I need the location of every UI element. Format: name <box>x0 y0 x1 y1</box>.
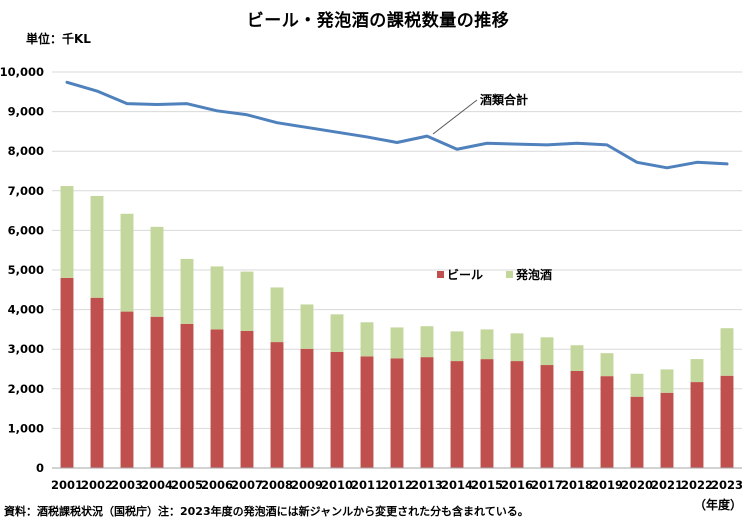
bar-beer <box>390 358 404 468</box>
bar-happoshu <box>420 326 434 358</box>
bar-beer <box>90 297 104 468</box>
x-tick-label: 2011 <box>351 478 383 492</box>
bar-happoshu <box>60 186 74 278</box>
bar-happoshu <box>720 328 734 376</box>
chart-title: ビール・発泡酒の課税数量の推移 <box>246 11 510 31</box>
bar-beer <box>120 311 134 468</box>
bar-beer <box>240 330 254 468</box>
x-tick-label: 2022 <box>681 478 713 492</box>
bar-happoshu <box>360 322 374 357</box>
bar-happoshu <box>660 369 674 393</box>
legend-label-happoshu: 発泡酒 <box>515 267 552 282</box>
x-tick-label: 2013 <box>411 478 443 492</box>
bar-beer <box>480 359 494 468</box>
source-note: 資料：酒税課税状況（国税庁）注：2023年度の発泡酒には新ジャンルから変更された… <box>4 505 529 518</box>
bar-happoshu <box>570 345 584 371</box>
bar-happoshu <box>480 329 494 360</box>
x-tick-label: 2023 <box>711 478 743 492</box>
bar-beer <box>420 357 434 468</box>
y-tick-label: 8,000 <box>8 144 44 158</box>
y-tick-label: 5,000 <box>8 263 44 277</box>
y-tick-label: 4,000 <box>8 303 44 317</box>
bar-beer <box>210 329 224 468</box>
y-tick-label: 6,000 <box>8 223 44 237</box>
bar-beer <box>450 361 464 468</box>
x-tick-label: 2002 <box>81 478 113 492</box>
bar-beer <box>660 392 674 468</box>
y-tick-label: 2,000 <box>8 382 44 396</box>
bar-beer <box>600 376 614 468</box>
bar-happoshu <box>540 337 554 366</box>
x-tick-label: 2010 <box>321 478 353 492</box>
x-tick-label: 2016 <box>501 478 533 492</box>
y-tick-label: 7,000 <box>8 184 44 198</box>
y-tick-label: 9,000 <box>8 105 44 119</box>
bar-beer <box>510 361 524 468</box>
bar-happoshu <box>330 314 344 352</box>
x-tick-label: 2017 <box>531 478 563 492</box>
bar-beer <box>570 370 584 468</box>
bar-beer <box>540 365 554 468</box>
bar-beer <box>180 323 194 468</box>
legend-swatch-happoshu <box>506 271 513 278</box>
x-tick-label: 2019 <box>591 478 623 492</box>
bar-happoshu <box>690 359 704 383</box>
y-tick-label: 3,000 <box>8 342 44 356</box>
x-tick-label: 2008 <box>261 478 293 492</box>
y-tick-label: 10,000 <box>0 65 44 79</box>
bar-happoshu <box>90 195 104 298</box>
bar-beer <box>360 356 374 468</box>
line-annotation-label: 酒類合計 <box>480 92 528 107</box>
bar-happoshu <box>600 353 614 377</box>
bar-happoshu <box>210 266 224 330</box>
bar-happoshu <box>510 333 524 362</box>
bar-happoshu <box>150 226 164 317</box>
bar-beer <box>330 351 344 468</box>
x-tick-label: 2021 <box>651 478 683 492</box>
bar-beer <box>630 396 644 468</box>
x-tick-label: 2004 <box>141 478 173 492</box>
x-tick-label: 2020 <box>621 478 653 492</box>
bar-happoshu <box>390 327 404 359</box>
bar-happoshu <box>180 258 194 324</box>
y-tick-label: 1,000 <box>8 421 44 435</box>
bar-beer <box>60 277 74 468</box>
legend-swatch-beer <box>437 271 444 278</box>
bar-beer <box>300 348 314 468</box>
x-tick-label: 2007 <box>231 478 263 492</box>
bar-beer <box>720 375 734 468</box>
y-tick-label: 0 <box>36 461 44 475</box>
x-tick-label: 2018 <box>561 478 593 492</box>
x-tick-label: 2009 <box>291 478 323 492</box>
bar-beer <box>150 316 164 468</box>
x-tick-label: 2012 <box>381 478 413 492</box>
x-axis-unit-label: （年度） <box>693 498 742 512</box>
unit-label: 単位：千KL <box>26 32 91 46</box>
bar-happoshu <box>120 213 134 312</box>
x-tick-label: 2003 <box>111 478 143 492</box>
bar-happoshu <box>240 271 254 331</box>
x-tick-label: 2015 <box>471 478 503 492</box>
bar-happoshu <box>450 331 464 362</box>
bar-beer <box>270 342 284 468</box>
bar-happoshu <box>270 287 284 343</box>
bar-happoshu <box>630 373 644 397</box>
legend-label-beer: ビール <box>447 267 483 282</box>
bar-beer <box>690 382 704 468</box>
x-tick-label: 2014 <box>441 478 473 492</box>
x-tick-label: 2006 <box>201 478 233 492</box>
x-tick-label: 2001 <box>51 478 83 492</box>
x-tick-label: 2005 <box>171 478 203 492</box>
line-annotation-leader <box>432 99 478 135</box>
bar-happoshu <box>300 304 314 349</box>
line-total <box>65 80 729 170</box>
